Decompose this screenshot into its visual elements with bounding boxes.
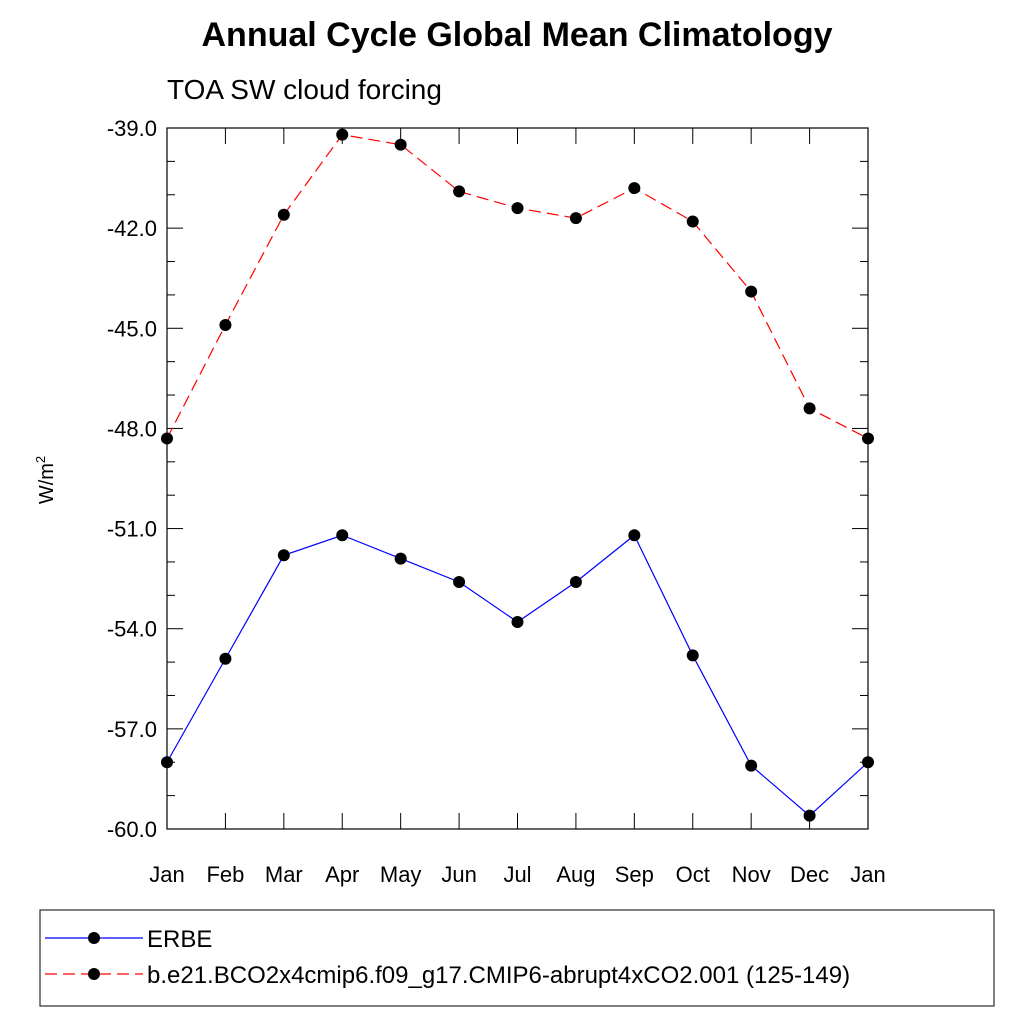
y-axis-label-superscript: 2: [33, 456, 48, 463]
x-tick-label: Jan: [149, 862, 184, 887]
legend: ERBE b.e21.BCO2x4cmip6.f09_g17.CMIP6-abru…: [45, 926, 850, 989]
x-tick-label: Dec: [790, 862, 829, 887]
data-point: [745, 759, 758, 772]
data-point: [453, 185, 466, 198]
svg-text:W/m2: W/m2: [33, 456, 58, 504]
data-point: [277, 549, 290, 562]
data-point: [336, 529, 349, 542]
x-tick-label: Sep: [615, 862, 654, 887]
x-tick-label: Feb: [206, 862, 244, 887]
x-tick-label: Apr: [325, 862, 359, 887]
y-tick-label: -48.0: [107, 416, 157, 441]
data-point: [803, 809, 816, 822]
data-point: [569, 575, 582, 588]
data-point: [862, 756, 874, 769]
data-point: [161, 432, 173, 445]
x-tick-label: Mar: [265, 862, 303, 887]
data-point: [219, 652, 232, 665]
data-point: [219, 318, 232, 331]
data-point: [628, 529, 641, 542]
legend-marker: [88, 968, 100, 980]
y-tick-label: -39.0: [107, 116, 157, 141]
data-point: [745, 285, 758, 298]
data-point: [394, 552, 407, 565]
data-point: [686, 215, 699, 228]
plot-frame: [166, 127, 869, 830]
data-point: [277, 208, 290, 221]
legend-label: b.e21.BCO2x4cmip6.f09_g17.CMIP6-abrupt4x…: [147, 962, 850, 989]
y-tick-label: -54.0: [107, 617, 157, 642]
data-point: [453, 575, 466, 588]
data-point: [511, 616, 524, 629]
x-tick-label: Nov: [732, 862, 771, 887]
legend-marker: [88, 932, 100, 944]
x-tick-label: Oct: [676, 862, 710, 887]
legend-label: ERBE: [147, 926, 212, 953]
data-point: [862, 432, 874, 445]
series-line: [166, 534, 869, 817]
chart-subtitle: TOA SW cloud forcing: [167, 74, 442, 105]
series-2: [161, 128, 874, 445]
x-tick-label: May: [380, 862, 422, 887]
data-point: [511, 202, 524, 215]
series-line: [166, 134, 869, 439]
x-tick-label: Aug: [556, 862, 595, 887]
chart-title: Annual Cycle Global Mean Climatology: [202, 16, 833, 54]
axes: -39.0 -42.0 -45.0 -48.0 -51.0 -54.0 -57.0 -60.0…: [107, 116, 886, 887]
y-axis-label-text: W/m: [36, 463, 58, 504]
y-tick-label: -60.0: [107, 817, 157, 842]
data-point: [161, 756, 173, 769]
y-tick-label: -57.0: [107, 717, 157, 742]
y-axis-label: W/m2: [33, 456, 58, 504]
x-tick-label: Jul: [503, 862, 531, 887]
data-point: [628, 182, 641, 195]
series-layer: [161, 128, 874, 822]
series-1: [161, 529, 874, 822]
y-tick-label: -45.0: [107, 316, 157, 341]
data-point: [686, 649, 699, 662]
legend-box: [39, 909, 995, 1007]
data-point: [569, 212, 582, 225]
x-tick-label: Jan: [850, 862, 885, 887]
data-point: [394, 138, 407, 151]
x-tick-label: Jun: [441, 862, 476, 887]
y-tick-label: -42.0: [107, 216, 157, 241]
data-point: [803, 402, 816, 415]
data-point: [336, 128, 349, 141]
y-tick-label: -51.0: [107, 517, 157, 542]
